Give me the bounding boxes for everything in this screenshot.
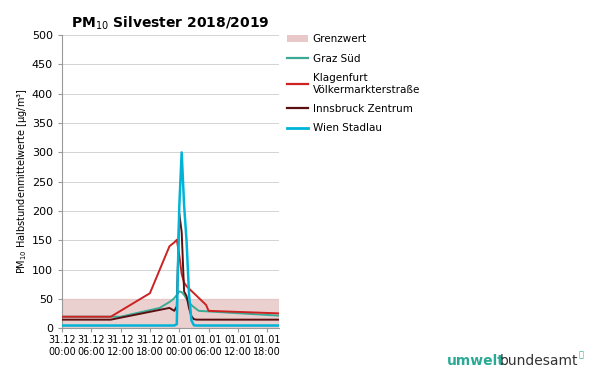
Text: umwelt: umwelt: [447, 354, 505, 368]
Title: PM$_{10}$ Silvester 2018/2019: PM$_{10}$ Silvester 2018/2019: [71, 15, 270, 32]
Legend: Grenzwert, Graz Süd, Klagenfurt
Völkermarkterstraße, Innsbruck Zentrum, Wien Sta: Grenzwert, Graz Süd, Klagenfurt Völkerma…: [287, 34, 420, 134]
Y-axis label: PM$_{10}$ Halbstundenmittelwerte [µg/m³]: PM$_{10}$ Halbstundenmittelwerte [µg/m³]: [15, 89, 29, 275]
Text: bundesamt: bundesamt: [500, 354, 578, 368]
Bar: [62, 299, 280, 328]
Text: Ⓞ: Ⓞ: [579, 350, 584, 359]
